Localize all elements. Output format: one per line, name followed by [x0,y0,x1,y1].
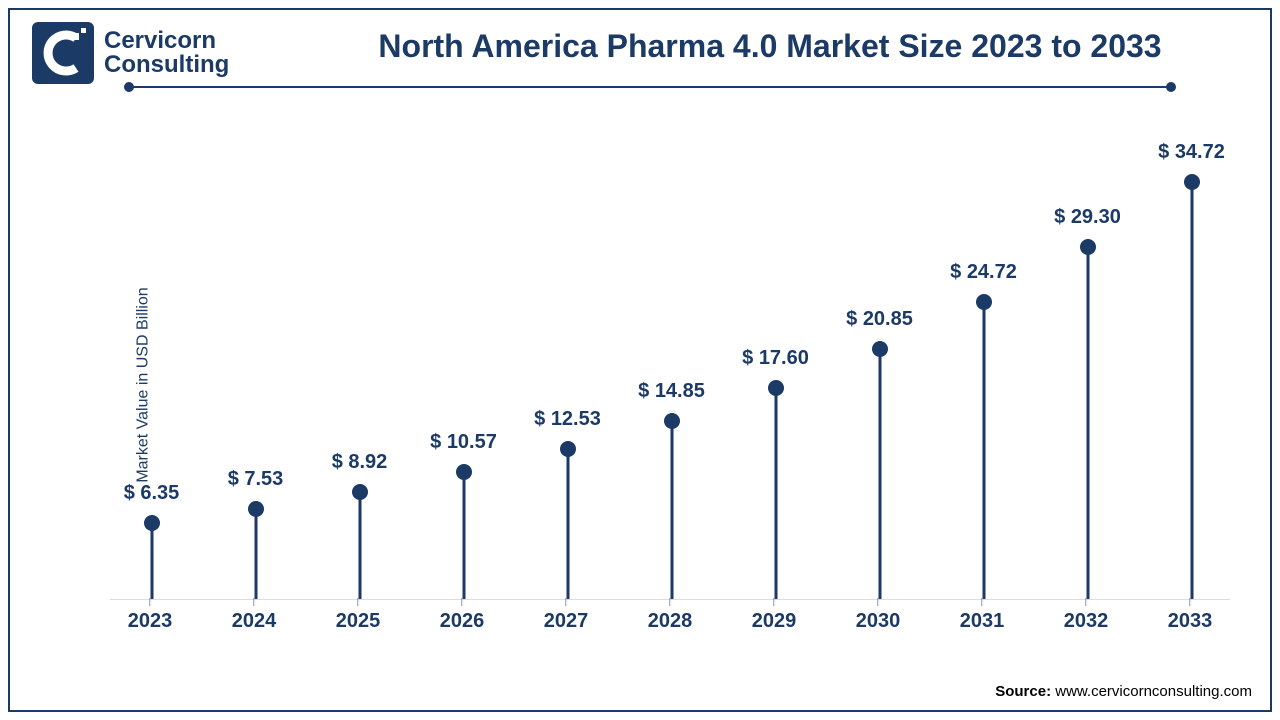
x-tick: 2023 [128,610,173,633]
x-tick-label: 2030 [856,610,901,632]
stem-head [768,380,784,396]
x-tick: 2030 [856,610,901,633]
data-point: $ 29.30 [1086,119,1089,599]
brand-line2: Consulting [104,53,229,77]
logo-c-icon [32,22,94,84]
data-point: $ 12.53 [566,119,569,599]
stem-head [248,501,264,517]
stem-line [358,492,361,599]
x-tick-mark [1190,598,1191,606]
stem-head [976,294,992,310]
data-point: $ 8.92 [358,119,361,599]
x-tick-mark [254,598,255,606]
data-point: $ 7.53 [254,119,257,599]
data-point: $ 24.72 [982,119,985,599]
chart-area: Market Value in USD Billion $ 6.35$ 7.53… [110,120,1230,650]
brand-logo-mark [32,22,94,84]
stem-head [1080,239,1096,255]
x-axis-ticks: 2023 2024 2025 2026 2027 2028 2029 2030 2031 2032… [110,610,1230,650]
brand-logo: Cervicorn Consulting [32,22,229,84]
value-label: $ 17.60 [742,347,809,370]
data-point: $ 20.85 [878,119,881,599]
chart-title: North America Pharma 4.0 Market Size 202… [320,28,1220,65]
x-tick-mark [462,598,463,606]
x-tick: 2024 [232,610,277,633]
data-point: $ 10.57 [462,119,465,599]
plot-region: $ 6.35$ 7.53$ 8.92$ 10.57$ 12.53$ 14.85$… [110,120,1230,600]
value-label: $ 12.53 [534,408,601,431]
x-tick-label: 2027 [544,610,589,632]
x-tick-mark [566,598,567,606]
title-underline [128,82,1172,92]
stem-head [560,441,576,457]
value-label: $ 6.35 [124,482,180,505]
value-label: $ 10.57 [430,431,497,454]
stem-head [456,464,472,480]
x-tick-mark [358,598,359,606]
chart-frame: Cervicorn Consulting North America Pharm… [8,8,1272,712]
stem-line [982,302,985,599]
x-tick-mark [670,598,671,606]
data-point: $ 6.35 [150,119,153,599]
value-label: $ 7.53 [228,468,284,491]
x-tick-mark [1086,598,1087,606]
x-tick-label: 2032 [1064,610,1109,632]
x-tick: 2033 [1168,610,1213,633]
stem-head [664,413,680,429]
stem-line [878,349,881,599]
stem-head [352,484,368,500]
x-tick-label: 2024 [232,610,277,632]
stem-head [144,515,160,531]
stem-line [774,388,777,599]
stem-head [1184,174,1200,190]
value-label: $ 20.85 [846,308,913,331]
stem-line [566,449,569,599]
x-tick: 2028 [648,610,693,633]
source-attribution: Source: www.cervicornconsulting.com [995,683,1252,700]
value-label: $ 14.85 [638,380,705,403]
value-label: $ 34.72 [1158,141,1225,164]
x-tick-mark [982,598,983,606]
x-tick-label: 2033 [1168,610,1213,632]
x-tick: 2029 [752,610,797,633]
x-tick-label: 2031 [960,610,1005,632]
brand-line1: Cervicorn [104,29,229,53]
x-tick: 2026 [440,610,485,633]
x-tick-label: 2023 [128,610,173,632]
stem-head [872,341,888,357]
stem-line [1086,247,1089,599]
brand-logo-text: Cervicorn Consulting [104,29,229,77]
x-tick-label: 2029 [752,610,797,632]
source-value: www.cervicornconsulting.com [1055,683,1252,700]
x-tick-label: 2026 [440,610,485,632]
x-tick-label: 2028 [648,610,693,632]
data-point: $ 17.60 [774,119,777,599]
x-tick-label: 2025 [336,610,381,632]
value-label: $ 24.72 [950,261,1017,284]
stem-line [462,472,465,599]
x-tick-mark [878,598,879,606]
x-tick: 2025 [336,610,381,633]
data-point: $ 14.85 [670,119,673,599]
stem-line [254,509,257,599]
stem-line [1190,182,1193,599]
data-point: $ 34.72 [1190,119,1193,599]
x-tick-mark [774,598,775,606]
x-tick-mark [150,598,151,606]
x-tick: 2032 [1064,610,1109,633]
value-label: $ 29.30 [1054,206,1121,229]
x-tick: 2027 [544,610,589,633]
stem-line [150,523,153,599]
x-tick: 2031 [960,610,1005,633]
source-label: Source: [995,683,1051,700]
value-label: $ 8.92 [332,451,388,474]
stem-line [670,421,673,599]
